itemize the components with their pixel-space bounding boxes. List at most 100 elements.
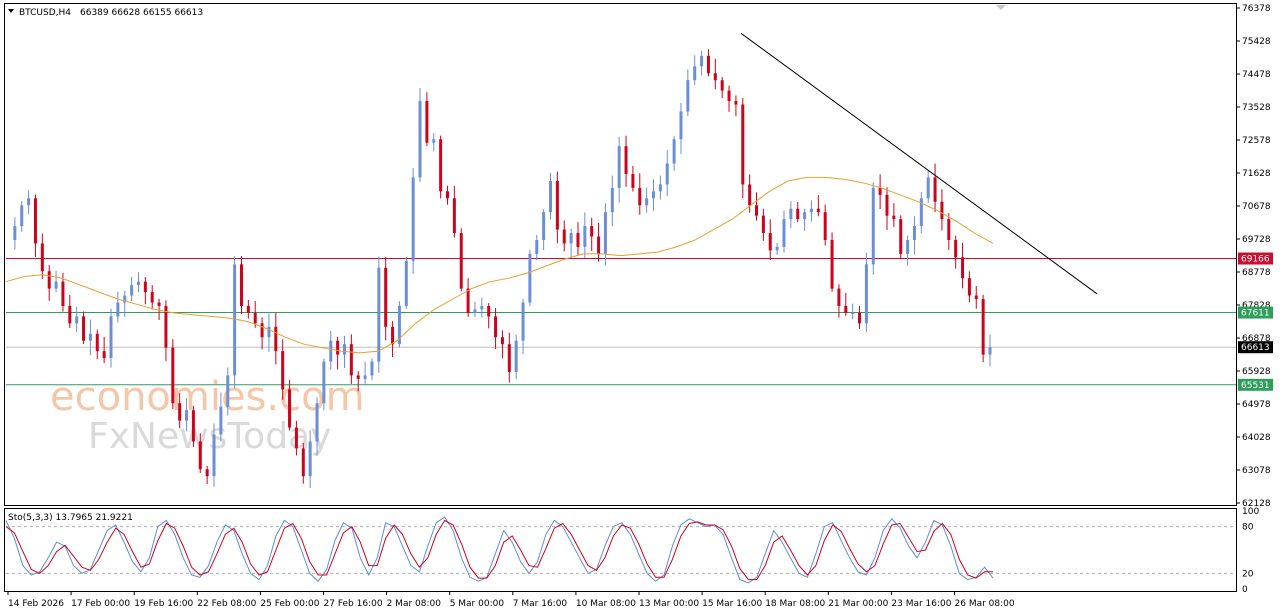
candle-body [288,389,292,428]
level-tag-label: 65531 [1241,381,1270,391]
candle-body [439,139,443,192]
candle-body [535,239,539,254]
symbol-dropdown-icon[interactable] [8,9,14,13]
candle-body [652,191,656,199]
candle-body [473,309,477,313]
x-tick-label: 18 Mar 08:00 [765,599,825,609]
candle-body [748,184,752,206]
candle-body [858,312,862,324]
candle-body [844,305,848,313]
level-tag [1238,252,1273,265]
watermark-brand: economies.com [50,374,365,420]
candle-body [514,340,518,372]
candle-body [885,194,889,216]
candle-body [185,410,189,421]
candle-body [892,215,896,220]
candle-body [528,253,532,303]
x-tick-label: 10 Mar 08:00 [576,599,636,609]
time-axis: 14 Feb 2026 17 Feb 00:00 19 Feb 16:00 22 Fe… [7,591,1015,609]
candle-body [329,340,333,362]
candle-body [233,264,237,376]
candle-body [116,302,120,317]
candle-body [487,305,491,317]
candle-body [75,316,79,324]
candle-body [562,229,566,244]
x-tick-label: 22 Feb 08:00 [197,599,256,609]
candle-body [102,351,106,359]
candle-body [136,281,140,286]
y-tick-label: 72578 [1242,136,1271,146]
candle-body [260,323,264,338]
x-tick-label: 26 Mar 08:00 [955,599,1015,609]
candle-body [768,233,772,251]
candle-body [370,361,374,376]
candle-body [171,347,175,404]
candle-body [157,302,161,306]
candle-body [198,441,202,470]
x-tick-label: 27 Feb 16:00 [324,599,383,609]
candle-body [253,312,257,324]
stochastic-panel-frame [4,508,1237,592]
candle-body [672,139,676,164]
candle-body [755,205,759,216]
candle-body [68,305,72,324]
candle-body [871,187,875,265]
candle-body [583,226,587,247]
candle-body [494,316,498,338]
y-tick-label: 63078 [1242,466,1271,476]
candle-body [342,344,346,355]
ma-line [5,176,994,354]
candle-body [143,281,147,293]
candle-body [899,219,903,254]
candle-body [906,239,910,254]
candle-body [432,139,436,143]
candle-body [961,257,965,279]
candle-body [82,316,86,341]
candle-body [267,326,271,338]
y-tick-label: 64978 [1242,400,1271,410]
chart-shift-marker-icon[interactable] [996,5,1006,10]
candle-body [397,305,401,345]
candle-body [425,101,429,143]
y-tick-label: 76378 [1242,4,1271,14]
candle-body [356,375,360,379]
candle-body [741,104,745,185]
candle-body [947,219,951,240]
candle-body [274,326,278,352]
candle-body [830,239,834,289]
candle-body [727,90,731,102]
candle-body [816,208,820,213]
candle-body [301,448,305,477]
stochastic-oscillator: 100 80 20 0 [5,507,1259,595]
candle-body [720,80,724,91]
y-tick-label: 73528 [1242,103,1271,113]
stochastic-label: Sto(5,3,3) 13.7965 21.9221 [8,513,133,523]
candle-body [377,267,381,362]
candle-body [40,243,44,272]
candle-body [418,101,422,178]
x-tick-label: 15 Mar 16:00 [702,599,762,609]
candle-body [878,187,882,195]
stoch-axis-label: 80 [1242,523,1254,533]
x-tick-label: 19 Feb 16:00 [134,599,193,609]
last-price-label: 66613 [1241,343,1270,353]
ohlc-readout: 66389 66628 66155 66613 [80,8,203,18]
candle-body [658,184,662,192]
candle-body [555,180,559,230]
candle-body [665,163,669,185]
x-tick-label: 17 Feb 00:00 [71,599,130,609]
candle-body [837,288,841,306]
candle-body [123,295,127,303]
last-price-tag [1238,341,1273,354]
candlestick-series [13,49,992,488]
candle-body [542,212,546,240]
candle-body [150,292,154,303]
candle-body [549,180,553,213]
candle-body [411,177,415,261]
stoch-main-line [5,516,994,584]
candle-body [246,305,250,313]
y-tick-label: 65928 [1242,367,1271,377]
horizontal-levels: 69166 67611 65531 66613 [6,252,1273,391]
candle-body [20,205,24,227]
